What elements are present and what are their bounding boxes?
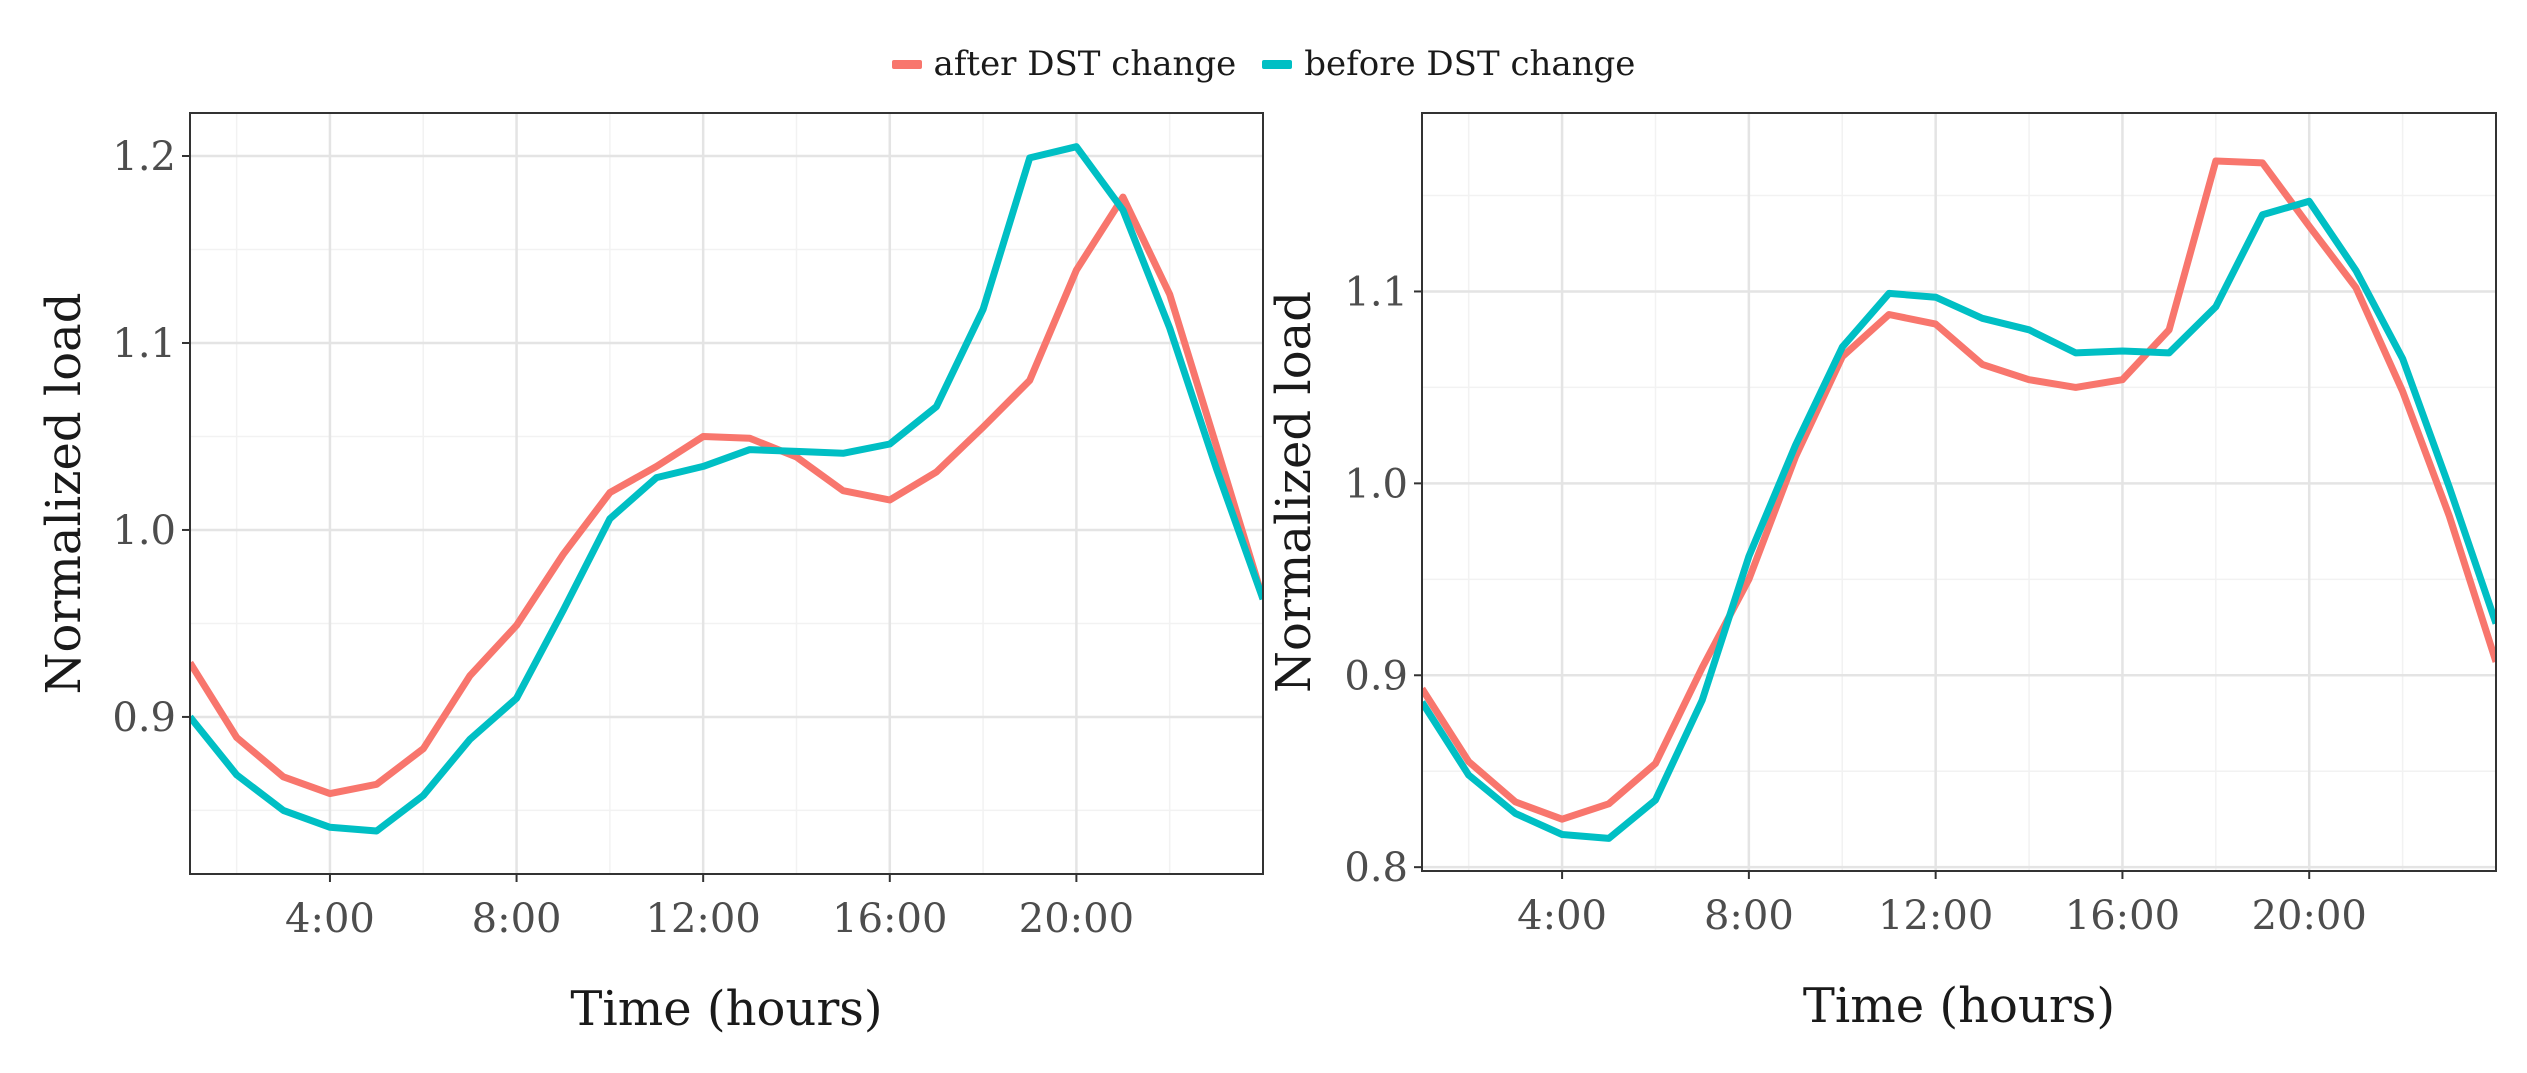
y-tick-label: 0.8 (1344, 845, 1408, 891)
y-tick-label: 1.1 (1344, 269, 1408, 315)
legend: after DST change before DST change (0, 34, 2527, 94)
x-tick-label: 4:00 (285, 896, 375, 942)
y-tick-label: 0.9 (1344, 653, 1408, 699)
panel-border (189, 112, 1264, 875)
y-tick-label: 0.9 (112, 695, 176, 741)
y-tick-label: 1.1 (112, 321, 176, 367)
legend-key-after (891, 59, 922, 69)
y-tick-label: 1.0 (1344, 461, 1408, 507)
x-tick-label: 12:00 (1878, 893, 1993, 939)
x-axis-title: Time (hours) (1803, 978, 2115, 1034)
legend-item-before: before DST change (1262, 44, 1635, 84)
series-line-before-dst-change (1422, 197, 2496, 842)
x-tick-label: 16:00 (832, 896, 947, 942)
y-axis-title: Normalized load (1266, 291, 1322, 693)
y-tick-label: 1.0 (112, 508, 176, 554)
x-tick-label: 8:00 (1704, 893, 1794, 939)
legend-label-before: before DST change (1304, 44, 1636, 84)
x-tick-label: 4:00 (1517, 893, 1607, 939)
legend-label-after: after DST change (933, 44, 1237, 84)
x-tick-label: 12:00 (646, 896, 761, 942)
series-line-after-dst-change (190, 193, 1263, 798)
x-tick-label: 8:00 (472, 896, 562, 942)
legend-item-after: after DST change (891, 44, 1237, 84)
x-tick-label: 20:00 (1019, 896, 1134, 942)
y-axis-title: Normalized load (36, 293, 92, 695)
x-tick-label: 16:00 (2065, 893, 2180, 939)
series-line-before-dst-change (190, 143, 1263, 835)
panel-1: 4:00 8:00 12:00 16:00 20:00 0.9 1.0 1.1 1.2 Time … (36, 112, 1264, 1037)
x-tick-label: 20:00 (2252, 893, 2367, 939)
panel-border (1421, 112, 2497, 872)
y-tick-label: 1.2 (112, 134, 176, 180)
legend-key-before (1262, 59, 1293, 69)
series-line-after-dst-change (1422, 157, 2496, 823)
x-axis-title: Time (hours) (570, 981, 882, 1037)
panel-2: 4:00 8:00 12:00 16:00 20:00 0.8 0.9 1.0 1.1 Time … (1266, 112, 2497, 1034)
